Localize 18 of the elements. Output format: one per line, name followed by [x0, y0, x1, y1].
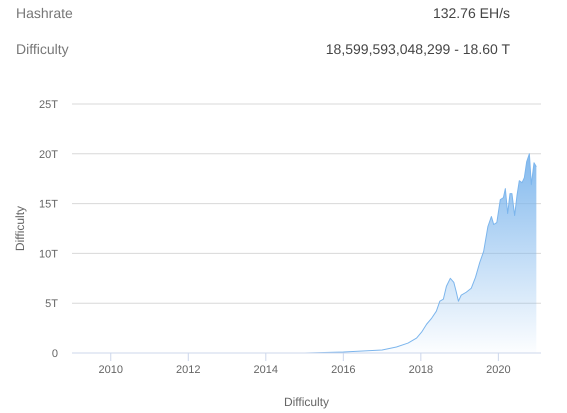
y-tick-label: 10T [39, 248, 58, 260]
y-tick-label: 5T [45, 298, 58, 310]
text: 18,599,593,048,299 - 18.60 T [326, 41, 510, 57]
text: Difficulty [16, 41, 69, 57]
text: Hashrate [16, 5, 74, 21]
x-tick-label: 2012 [176, 364, 201, 376]
x-tick-label: 2020 [486, 364, 511, 376]
y-tick-label: 20T [39, 148, 58, 161]
y-axis-title: Difficulty [13, 206, 27, 252]
y-tick-label: 25T [39, 99, 58, 111]
x-tick-label: 2016 [331, 364, 356, 376]
x-tick-label: 2014 [254, 364, 278, 376]
x-tick-label: 2010 [98, 364, 124, 376]
y-tick-label: 15T [39, 198, 58, 211]
x-tick-label: 2018 [408, 364, 434, 376]
x-axis-title: Difficulty [284, 395, 330, 409]
y-tick-label: 0 [52, 348, 58, 360]
text: 132.76 EH/s [432, 5, 510, 21]
